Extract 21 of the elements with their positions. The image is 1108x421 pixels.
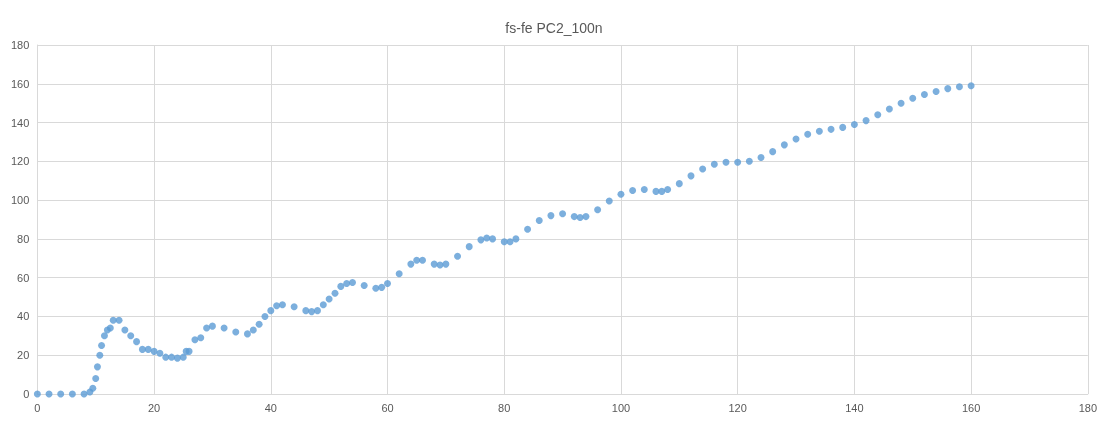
y-tick-label: 120 [10,155,30,168]
chart-title: fs-fe PC2_100n [505,20,603,36]
x-tick-label: 60 [381,401,394,414]
y-tick-label: 20 [17,349,30,362]
x-tick-label: 80 [498,401,511,414]
y-tick-label: 40 [17,310,30,323]
x-tick-label: 20 [147,401,161,414]
y-tick-label: 80 [17,232,30,245]
y-tick-label: 0 [23,388,30,400]
y-tick-label: 100 [10,194,30,207]
x-tick-label: 0 [34,401,41,414]
x-tick-label: 180 [1078,401,1097,414]
x-tick-label: 160 [961,401,981,414]
x-tick-label: 140 [845,401,864,414]
x-tick-label: 100 [611,401,631,414]
y-tick-label: 140 [10,116,30,129]
x-tick-label: 40 [264,401,277,414]
y-tick-label: 180 [10,39,30,51]
x-tick-label: 120 [728,401,747,414]
y-tick-label: 60 [17,271,30,284]
y-tick-label: 160 [10,77,30,90]
